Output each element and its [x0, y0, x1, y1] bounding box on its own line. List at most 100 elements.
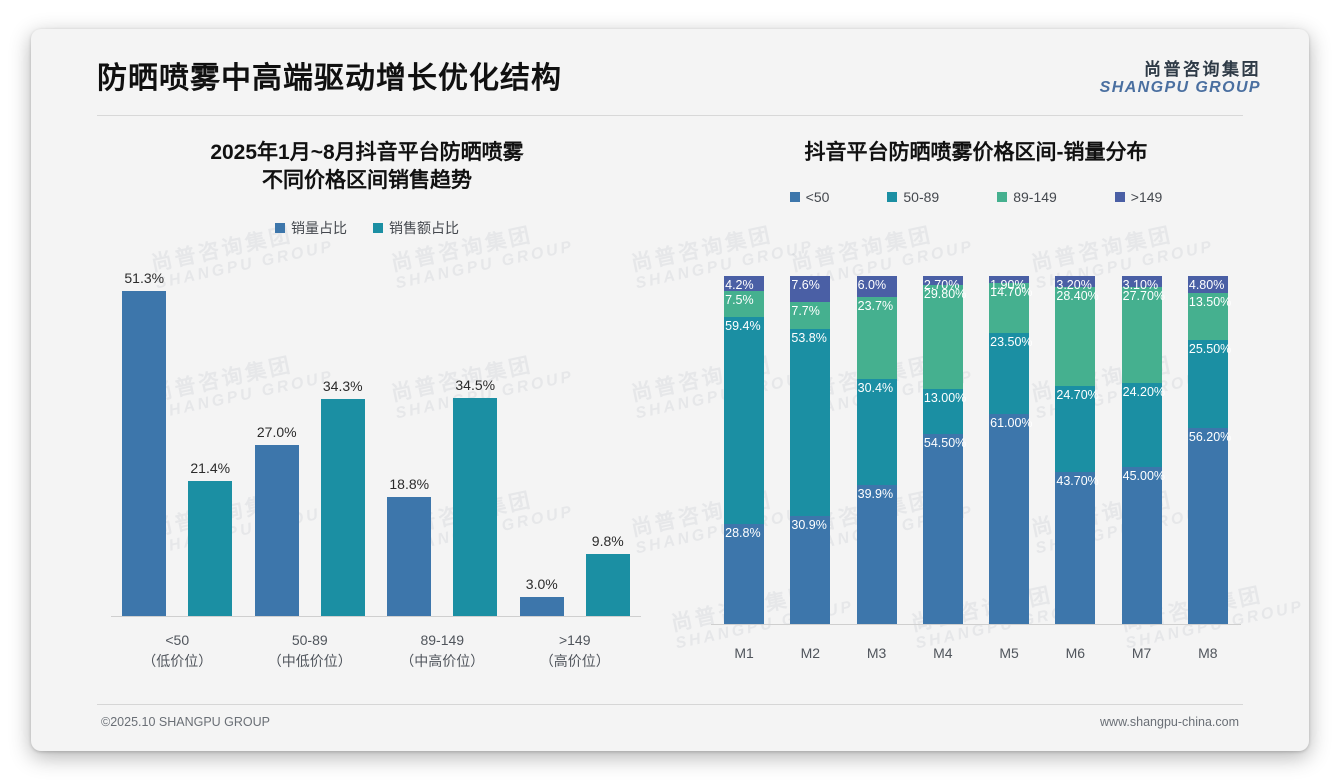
bar[interactable] [519, 597, 564, 616]
stacked-bar-column[interactable]: 54.50% 13.00% 29.80% 2.70% [910, 276, 976, 624]
stack-segment-label: 28.40% [1056, 289, 1099, 304]
stack-segment[interactable]: 39.9% [856, 485, 897, 624]
stack-segment[interactable]: 7.6% [790, 276, 831, 303]
right-chart-panel: 抖音平台防晒喷雾价格区间-销量分布 <50 50-89 89-149 >149 28.… [681, 125, 1271, 705]
stacked-bar-column[interactable]: 61.00% 23.50% 14.70% 1.90% [976, 276, 1042, 624]
stack-segment[interactable]: 4.2% [724, 276, 765, 292]
stacked-bar-column[interactable]: 39.9% 30.4% 23.7% 6.0% [844, 276, 910, 624]
stack-segment-label: 30.9% [791, 518, 827, 533]
legend-swatch-icon [275, 222, 285, 233]
legend-item[interactable]: <50 [789, 189, 830, 206]
bar-column[interactable]: 34.5% [453, 268, 498, 616]
x-axis-label: M4 [933, 645, 953, 661]
stacked-bar-column[interactable]: 28.8% 59.4% 7.5% 4.2% [711, 276, 777, 624]
left-chart-title-line2: 不同价格区间销售趋势 [262, 169, 472, 193]
stack-segment[interactable]: 23.7% [856, 296, 897, 380]
stack-segment[interactable]: 2.70% [922, 276, 963, 292]
stack-segment[interactable]: 45.00% [1121, 467, 1165, 624]
legend-swatch-icon [997, 192, 1008, 203]
stack-segment[interactable]: 1.90% [989, 276, 1030, 292]
bar-value-label: 34.5% [455, 376, 496, 393]
stack-segment[interactable]: 43.70% [1055, 471, 1099, 624]
stacked-bar-column[interactable]: 56.20% 25.50% 13.50% 4.80% [1175, 276, 1241, 624]
stack-segment[interactable]: 30.9% [790, 516, 831, 624]
stack-segment[interactable]: 30.4% [856, 379, 897, 486]
stack-segment-label: 27.70% [1122, 288, 1166, 303]
stacked-bar[interactable]: 45.00% 24.20% 27.70% 3.10% [1121, 276, 1166, 624]
stack-segment[interactable]: 29.80% [922, 285, 966, 390]
stacked-bar-column[interactable]: 45.00% 24.20% 27.70% 3.10% [1109, 276, 1175, 624]
bar[interactable] [122, 291, 167, 616]
legend-label: <50 [805, 189, 830, 206]
stack-segment[interactable]: 53.8% [790, 329, 831, 517]
x-axis-label: M1 [734, 645, 754, 661]
bar-column[interactable]: 3.0% [519, 268, 564, 616]
stack-segment[interactable]: 3.20% [1055, 276, 1096, 292]
stack-segment[interactable]: 13.00% [922, 389, 966, 435]
bar-column[interactable]: 21.4% [188, 268, 233, 616]
page-title: 防晒喷雾中高端驱动增长优化结构 [97, 62, 562, 95]
stack-segment-label: 56.20% [1188, 430, 1232, 445]
bar-column[interactable]: 9.8% [585, 268, 630, 616]
stack-segment[interactable]: 23.50% [989, 333, 1033, 415]
bar-group: 18.8% 34.5% [376, 268, 509, 616]
bar[interactable] [188, 480, 233, 616]
bar[interactable] [387, 497, 432, 616]
stacked-bar[interactable]: 61.00% 23.50% 14.70% 1.90% [989, 276, 1033, 624]
bar-column[interactable]: 34.3% [320, 268, 365, 616]
bar-column[interactable]: 27.0% [254, 268, 299, 616]
legend-item[interactable]: 销售额占比 [373, 218, 459, 238]
stacked-bar[interactable]: 56.20% 25.50% 13.50% 4.80% [1187, 276, 1232, 624]
stack-segment[interactable]: 14.70% [989, 282, 1033, 334]
stack-segment[interactable]: 25.50% [1187, 339, 1231, 429]
right-chart-title: 抖音平台防晒喷雾价格区间-销量分布 [681, 125, 1271, 167]
bar[interactable] [320, 398, 365, 616]
stack-segment[interactable]: 4.80% [1187, 276, 1228, 293]
stack-segment-label: 13.50% [1188, 294, 1232, 309]
stacked-bar-column[interactable]: 30.9% 53.8% 7.7% 7.6% [777, 276, 843, 624]
right-chart-legend: <50 50-89 89-149 >149 [681, 189, 1271, 205]
stacked-bar[interactable]: 28.8% 59.4% 7.5% 4.2% [724, 276, 765, 624]
stacked-bar[interactable]: 39.9% 30.4% 23.7% 6.0% [856, 276, 897, 624]
legend-item[interactable]: 89-149 [997, 189, 1057, 205]
bar-column[interactable]: 51.3% [122, 268, 167, 616]
stack-segment-label: 54.50% [923, 436, 967, 451]
left-chart-x-axis-labels: <50 （低价位） 50-89 （中低价位） 89-149 （中高价位） >149 （高价位） [111, 630, 641, 671]
stack-segment[interactable]: 59.4% [724, 316, 765, 524]
legend-item[interactable]: >149 [1114, 189, 1162, 205]
stacked-bar[interactable]: 43.70% 24.70% 28.40% 3.20% [1055, 276, 1099, 624]
legend-item[interactable]: 销量占比 [275, 218, 347, 238]
legend-swatch-icon [373, 222, 383, 233]
stack-segment[interactable]: 28.8% [724, 523, 765, 624]
left-chart-plot: 51.3% 21.4% 27.0% 34.3% 18.8% 34.5% 3.0% 9.8% [111, 269, 641, 617]
legend-item[interactable]: 50-89 [887, 189, 939, 205]
bar[interactable] [585, 554, 630, 616]
stacked-bar[interactable]: 54.50% 13.00% 29.80% 2.70% [922, 276, 967, 624]
brand-logo: 尚普咨询集团 SHANGPU GROUP [1100, 61, 1261, 97]
x-axis-label: M7 [1131, 645, 1152, 661]
stack-segment-label: 24.20% [1122, 385, 1166, 400]
x-axis-label: >149 （高价位） [539, 632, 610, 669]
bar[interactable] [453, 397, 498, 616]
stack-segment[interactable]: 7.7% [790, 302, 831, 330]
footer-divider [97, 704, 1243, 705]
bar-column[interactable]: 18.8% [387, 268, 432, 616]
stack-segment[interactable]: 3.10% [1121, 276, 1162, 292]
stack-segment-label: 14.70% [990, 284, 1033, 299]
stack-segment[interactable]: 27.70% [1121, 286, 1166, 384]
stacked-bar-column[interactable]: 43.70% 24.70% 28.40% 3.20% [1042, 276, 1108, 624]
bar[interactable] [254, 445, 299, 616]
stack-segment-label: 3.20% [1056, 278, 1092, 293]
stack-segment[interactable]: 7.5% [724, 290, 765, 317]
stacked-bar[interactable]: 30.9% 53.8% 7.7% 7.6% [790, 276, 831, 624]
stack-segment[interactable]: 56.20% [1187, 428, 1232, 624]
stack-segment-label: 1.90% [990, 278, 1026, 293]
stack-segment[interactable]: 28.40% [1055, 287, 1099, 386]
stack-segment[interactable]: 13.50% [1187, 292, 1232, 340]
stack-segment[interactable]: 61.00% [989, 414, 1033, 624]
stack-segment[interactable]: 54.50% [922, 434, 967, 624]
stack-segment[interactable]: 6.0% [856, 276, 897, 297]
stack-segment[interactable]: 24.70% [1055, 385, 1099, 472]
stack-segment-label: 53.8% [791, 331, 827, 346]
stack-segment[interactable]: 24.20% [1121, 383, 1166, 468]
